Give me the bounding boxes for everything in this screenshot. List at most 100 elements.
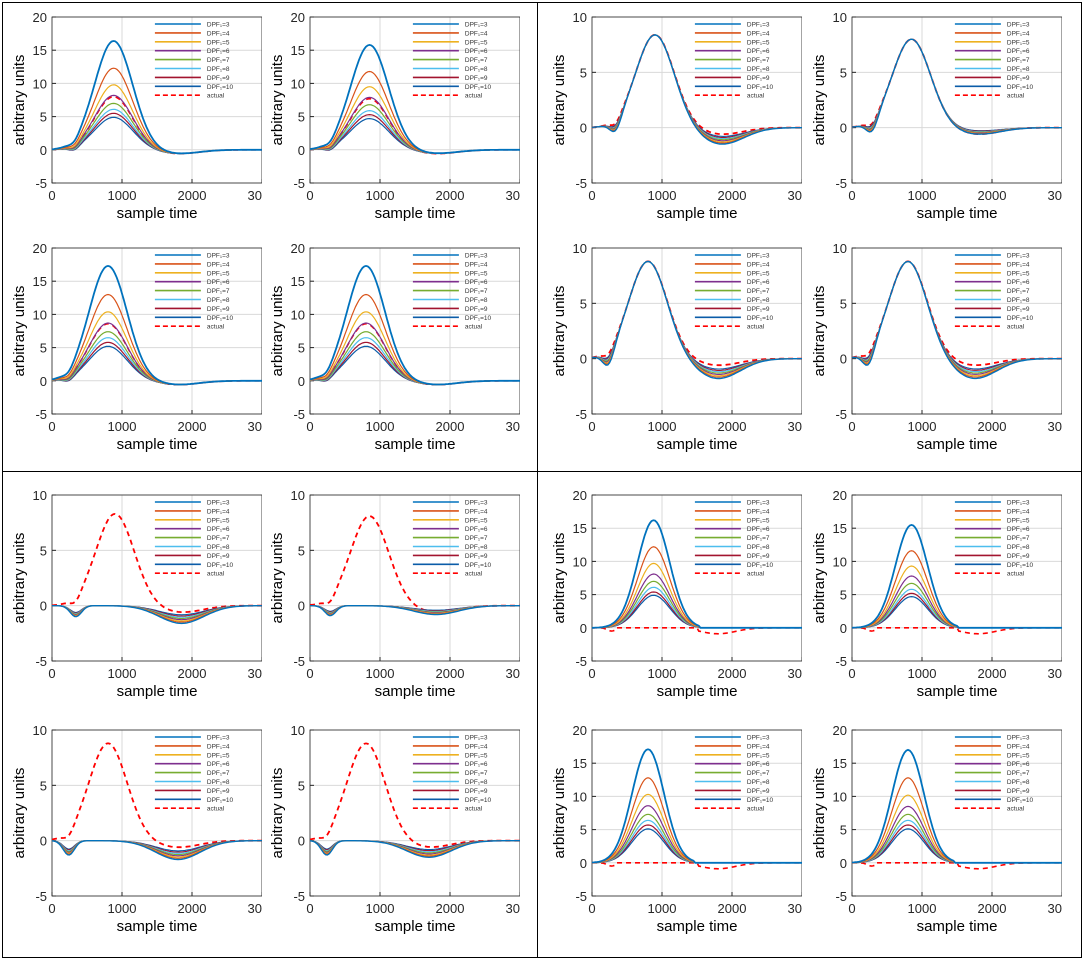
series-line [592, 813, 802, 864]
legend-label: DPF₁=7 [747, 288, 770, 295]
axes-box [51, 494, 262, 662]
ytick-label: 20 [33, 241, 47, 256]
legend-label: actual [1007, 93, 1025, 100]
x-axis-label: sample time [657, 436, 738, 453]
legend-label: DPF₁=5 [747, 517, 770, 524]
legend-label: actual [207, 93, 225, 100]
ytick-label: 0 [40, 374, 47, 389]
legend-label: DPF₁=6 [747, 279, 770, 286]
legend-label: DPF₁=6 [207, 279, 230, 286]
xtick-label: 0 [588, 419, 595, 434]
ytick-label: -5 [35, 889, 47, 904]
ytick-label: 5 [298, 110, 305, 125]
axes-box [851, 247, 1062, 415]
legend-label: DPF₁=5 [207, 517, 230, 524]
legend-label: DPF₁=4 [207, 508, 230, 515]
legend-label: DPF₁=8 [465, 297, 488, 304]
legend-label: DPF₁=10 [465, 315, 492, 322]
series-line [592, 805, 802, 864]
legend-label: DPF₁=9 [1007, 75, 1030, 82]
series-line [852, 862, 1062, 870]
ytick-label: 10 [573, 10, 587, 25]
legend-label: DPF₁=7 [747, 770, 770, 777]
legend-label: actual [747, 571, 765, 578]
ytick-label: -5 [35, 407, 47, 422]
xtick-label: 2000 [436, 666, 465, 681]
ytick-label: -5 [575, 889, 587, 904]
axes-box [591, 16, 802, 184]
legend-label: DPF₁=7 [1007, 57, 1030, 64]
axes-box [309, 729, 520, 897]
legend-label: DPF₁=8 [747, 66, 770, 73]
legend-label: DPF₁=7 [207, 288, 230, 295]
xtick-label: 1000 [648, 188, 677, 203]
xtick-label: 0 [588, 901, 595, 916]
xtick-label: 1000 [108, 188, 137, 203]
xtick-label: 2000 [978, 188, 1007, 203]
series-line [852, 748, 1062, 864]
legend-label: DPF₁=8 [1007, 297, 1030, 304]
legend-label: DPF₁=5 [465, 752, 488, 759]
legend-label: actual [465, 571, 483, 578]
legend-label: actual [207, 806, 225, 813]
y-axis-label: arbitrary units [551, 533, 568, 624]
legend-label: DPF₁=10 [207, 315, 234, 322]
legend-label: DPF₁=9 [747, 788, 770, 795]
x-axis-label: sample time [657, 205, 738, 222]
legend-label: DPF₁=3 [747, 735, 770, 742]
ytick-label: 0 [580, 121, 587, 136]
ytick-label: -5 [293, 889, 305, 904]
axes-box [51, 729, 262, 897]
legend-label: DPF₁=4 [207, 261, 230, 268]
legend-label: DPF₁=3 [1007, 22, 1030, 29]
xtick-label: 1000 [648, 419, 677, 434]
series-line [310, 605, 520, 617]
legend-label: DPF₁=9 [747, 553, 770, 560]
y-axis-label: arbitrary units [269, 533, 286, 624]
ytick-label: 20 [291, 10, 305, 25]
legend-label: DPF₁=6 [1007, 526, 1030, 533]
legend-label: actual [747, 93, 765, 100]
xtick-label: 2000 [718, 419, 747, 434]
legend-label: DPF₁=5 [465, 270, 488, 277]
chart-panel-C1: -505100100020003000sample timearbitrary … [11, 488, 262, 700]
ytick-label: 0 [40, 599, 47, 614]
ytick-label: -5 [575, 176, 587, 191]
ytick-label: 15 [573, 521, 587, 536]
legend-label: DPF₁=5 [1007, 270, 1030, 277]
xtick-label: 2000 [978, 666, 1007, 681]
legend-label: DPF₁=4 [207, 743, 230, 750]
series-line [52, 840, 262, 861]
xtick-label: 1000 [108, 666, 137, 681]
series-line [592, 594, 802, 629]
legend-label: DPF₁=3 [747, 253, 770, 260]
xtick-label: 0 [848, 901, 855, 916]
ytick-label: 15 [833, 521, 847, 536]
legend-label: DPF₁=10 [747, 315, 774, 322]
legend-label: DPF₁=6 [747, 761, 770, 768]
legend-label: DPF₁=3 [207, 253, 230, 260]
axes-box [309, 247, 520, 415]
legend-label: DPF₁=3 [465, 500, 488, 507]
xtick-label: 1000 [648, 666, 677, 681]
chart-panel-B3: -505100100020003000sample timearbitrary … [551, 241, 802, 453]
ytick-label: 5 [840, 65, 847, 80]
legend-label: DPF₁=7 [207, 57, 230, 64]
ytick-label: 10 [833, 789, 847, 804]
legend-label: DPF₁=6 [747, 48, 770, 55]
axes-box [309, 494, 520, 662]
chart-panel-D4: -5051015200100020003000sample timearbitr… [811, 723, 1062, 935]
series-line [592, 627, 802, 635]
legend-label: DPF₁=5 [207, 270, 230, 277]
y-axis-label: arbitrary units [811, 286, 828, 377]
ytick-label: 15 [33, 43, 47, 58]
axes-box [591, 247, 802, 415]
xtick-label: 0 [48, 901, 55, 916]
xtick-label: 3000 [788, 419, 802, 434]
legend-label: DPF₁=10 [1007, 797, 1034, 804]
legend-label: DPF₁=8 [1007, 779, 1030, 786]
xtick-label: 1000 [366, 666, 395, 681]
legend-label: DPF₁=8 [747, 544, 770, 551]
legend-label: DPF₁=10 [1007, 562, 1034, 569]
legend-label: actual [207, 571, 225, 578]
